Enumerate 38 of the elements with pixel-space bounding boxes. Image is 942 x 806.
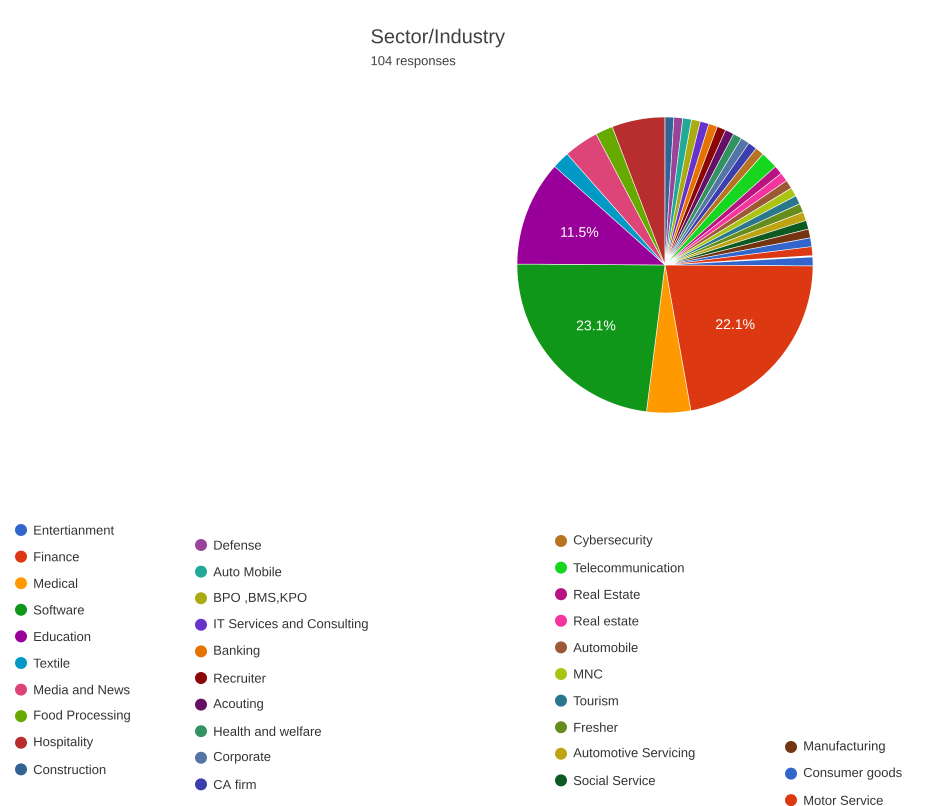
legend-label: Food Processing (34, 710, 130, 722)
legend-label: Medical (34, 578, 78, 588)
legend-label: Hospitality (34, 736, 94, 749)
data-label: 22.1% (716, 319, 755, 329)
legend-label: Real estate (574, 616, 638, 626)
legend-label: Acouting (213, 698, 263, 711)
data-label: 11.5% (561, 226, 598, 237)
legend-label: Real Estate (574, 589, 640, 599)
legend-label: Telecommunication (574, 562, 684, 572)
chart-title: Sector/Industry (371, 28, 505, 48)
legend-label: BPO ,BMS,KPO (214, 592, 306, 604)
legend-label: Defense (214, 540, 262, 550)
legend-label: Textile (34, 658, 70, 668)
legend-label: Construction (34, 764, 106, 774)
legend-label: Auto Mobile (213, 566, 282, 576)
legend-label: IT Services and Consulting (214, 618, 368, 631)
legend-label: MNC (574, 669, 602, 678)
legend-label: Corporate (214, 752, 270, 764)
legend-label: Media and News (34, 684, 130, 694)
legend-label: Tourism (574, 696, 618, 706)
legend-label: Education (34, 632, 90, 642)
legend-label: Fresher (574, 722, 618, 732)
legend-label: Social Service (574, 776, 655, 786)
legend-label: Manufacturing (804, 740, 885, 753)
legend-label: Entertianment (34, 525, 114, 535)
chart-subtitle: 104 responses (372, 56, 456, 68)
legend-label: Health and welfare (214, 726, 321, 736)
legend-label: CA firm (214, 780, 256, 790)
legend-label: Recruiter (214, 673, 266, 683)
legend-label: Software (34, 604, 84, 614)
legend-label: Automobile (573, 642, 638, 652)
data-label: 23.1% (576, 320, 616, 330)
legend-label: Motor Service (804, 795, 883, 805)
legend-label: Finance (34, 552, 79, 562)
legend-label: Banking (214, 645, 260, 658)
legend-label: Automotive Servicing (573, 748, 694, 760)
legend-label: Cybersecurity (574, 534, 653, 547)
legend-label: Consumer goods (804, 767, 902, 780)
